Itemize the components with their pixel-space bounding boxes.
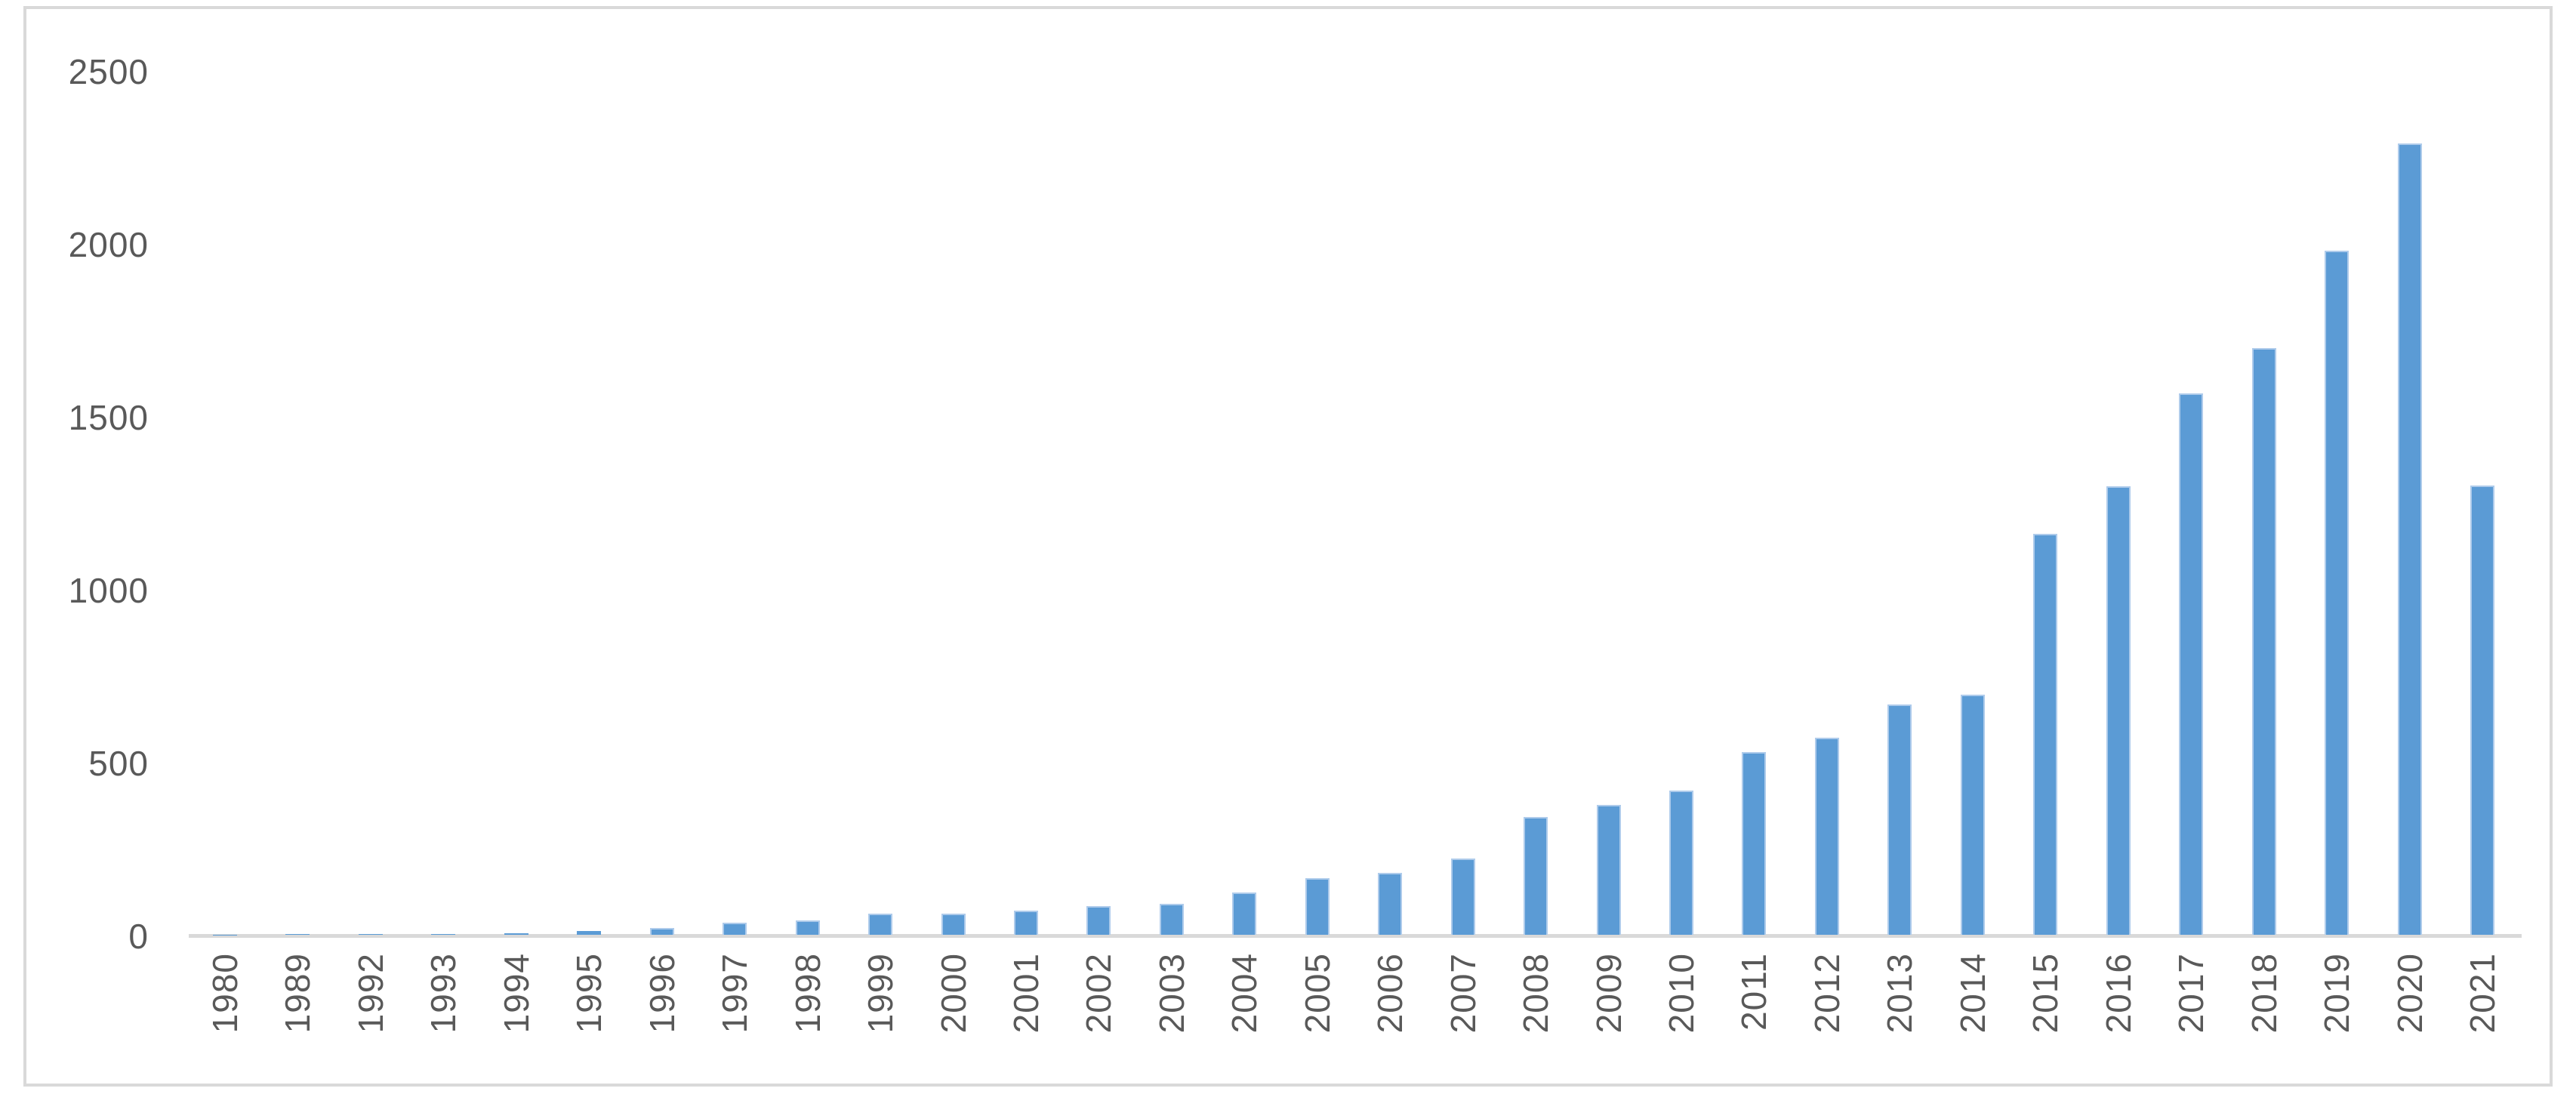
x-tick-label-2019: 2019 [2317, 953, 2357, 1034]
x-tick-label-2021: 2021 [2462, 953, 2502, 1034]
x-tick-label-1994: 1994 [496, 953, 536, 1034]
bar-2021 [2470, 485, 2494, 935]
bar-2000 [941, 913, 966, 935]
y-tick-label-0: 0 [128, 917, 149, 956]
x-tick-label-2008: 2008 [1516, 953, 1556, 1034]
bar-1996 [649, 927, 674, 935]
bar-2017 [2179, 393, 2204, 935]
bar-1997 [723, 922, 747, 935]
bar-2020 [2397, 143, 2422, 935]
bar-1998 [795, 920, 820, 935]
bar-2016 [2106, 486, 2131, 935]
x-tick-label-1989: 1989 [278, 953, 318, 1034]
x-tick-label-2007: 2007 [1443, 953, 1483, 1034]
x-tick-label-2016: 2016 [2098, 953, 2138, 1034]
x-tick-label-2009: 2009 [1588, 953, 1628, 1034]
bar-2014 [1960, 695, 1985, 935]
x-tick-label-2014: 2014 [1952, 953, 1992, 1034]
bar-1992 [358, 934, 383, 935]
bar-2002 [1086, 906, 1111, 935]
bar-2007 [1450, 859, 1475, 935]
x-tick-label-2012: 2012 [1807, 953, 1847, 1034]
x-tick-label-1998: 1998 [787, 953, 827, 1034]
bar-2006 [1378, 873, 1403, 935]
bar-2003 [1159, 903, 1184, 935]
y-tick-label-2500: 2500 [68, 52, 149, 91]
x-tick-label-2002: 2002 [1079, 953, 1119, 1034]
y-tick-label-500: 500 [88, 744, 149, 783]
bar-2011 [1742, 752, 1767, 935]
x-tick-label-2020: 2020 [2390, 953, 2430, 1034]
bar-1999 [868, 913, 893, 935]
x-tick-label-2001: 2001 [1006, 953, 1046, 1034]
bar-1989 [285, 934, 310, 935]
x-tick-label-2011: 2011 [1734, 953, 1774, 1031]
bar-2005 [1305, 878, 1330, 935]
bar-2013 [1887, 704, 1912, 935]
bar-1993 [431, 933, 456, 935]
x-tick-label-2003: 2003 [1151, 953, 1191, 1034]
x-tick-label-2000: 2000 [933, 953, 973, 1034]
bar-2010 [1669, 791, 1693, 935]
x-tick-label-2017: 2017 [2171, 953, 2211, 1034]
chart-frame [23, 6, 2553, 1087]
y-tick-label-1500: 1500 [68, 398, 149, 437]
x-tick-label-2005: 2005 [1297, 953, 1337, 1034]
bar-2001 [1013, 910, 1038, 935]
bar-2004 [1232, 892, 1257, 935]
bar-1995 [577, 930, 602, 935]
y-tick-label-2000: 2000 [68, 225, 149, 264]
bar-2019 [2325, 251, 2350, 935]
bar-2009 [1596, 804, 1621, 935]
x-tick-label-2004: 2004 [1225, 953, 1265, 1034]
x-axis-line [189, 934, 2522, 938]
x-tick-label-2015: 2015 [2026, 953, 2066, 1034]
x-tick-label-2018: 2018 [2244, 953, 2284, 1034]
x-tick-label-2006: 2006 [1370, 953, 1410, 1034]
x-tick-label-1995: 1995 [569, 953, 609, 1034]
x-tick-label-2010: 2010 [1662, 953, 1701, 1034]
x-tick-label-1996: 1996 [642, 953, 682, 1034]
bar-2018 [2251, 347, 2276, 935]
x-tick-label-1992: 1992 [350, 953, 390, 1034]
x-tick-label-1980: 1980 [205, 953, 245, 1034]
y-tick-label-1000: 1000 [68, 571, 149, 610]
x-tick-label-1999: 1999 [861, 953, 901, 1034]
bar-2015 [2033, 533, 2058, 935]
bar-1994 [504, 933, 528, 935]
x-tick-label-2013: 2013 [1880, 953, 1920, 1034]
x-tick-label-1997: 1997 [715, 953, 755, 1034]
bar-2012 [1814, 737, 1839, 935]
x-tick-label-1993: 1993 [424, 953, 464, 1034]
bar-2008 [1524, 817, 1548, 935]
